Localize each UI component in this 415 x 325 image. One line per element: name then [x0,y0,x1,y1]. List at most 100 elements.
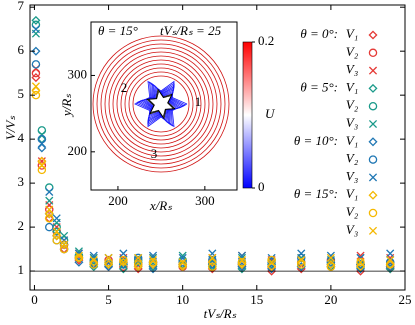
legend-label: V₁ [346,79,358,94]
inset-title: θ = 15° [98,23,138,38]
data-point [119,255,128,265]
data-point [386,249,395,258]
y-tick-label: 6 [18,42,25,57]
data-point [296,262,306,272]
x-tick-label: 5 [105,292,112,307]
data-point [297,256,306,265]
data-point [356,258,365,267]
contour-line [144,87,177,121]
y-tick-label: 5 [18,86,25,101]
data-point [37,161,46,170]
data-point [59,240,69,250]
contour-ring [132,75,190,133]
legend-group-label: θ = 0°: [300,26,338,41]
legend-label: V₂ [346,151,359,166]
data-point [237,258,247,267]
contour-line [147,89,174,119]
legend-marker [368,155,378,164]
data-point [45,214,54,223]
legend-marker [368,190,378,200]
legend-label: V₃ [346,222,358,237]
data-point [52,214,61,223]
legend-marker [368,101,378,111]
data-point [31,60,41,69]
contour-ring [120,63,202,145]
contour-line [146,88,176,120]
data-point [356,251,365,260]
legend-label: V₁ [346,186,358,201]
contour-ring [108,51,214,157]
data-point [267,255,276,265]
x-axis-label: tVₛ/Rₛ [204,306,237,321]
data-point [326,253,335,262]
data-point [326,262,336,271]
legend-marker [368,66,378,75]
contour-line [135,81,186,127]
data-point [134,253,143,262]
data-point [119,258,128,267]
legend-group-label: θ = 10°: [294,133,338,148]
data-point [104,253,113,262]
y-tick-label: 7 [18,0,25,13]
legend-label: V₂ [346,97,359,112]
colorbar [242,41,253,189]
legend-marker [368,137,378,147]
inset-annotation: 3 [151,146,158,161]
contour-line [141,85,180,123]
inset: θ = 15° tVₛ/Rₛ = 25 x/Rₛ y/Rₛ U 1 2 3 200 30… [59,21,276,213]
legend-label: V₂ [346,44,359,59]
y-tick-label: 1 [18,262,25,277]
contour-ring [124,67,198,141]
legend-label: V₃ [346,62,358,77]
x-tick-label: 25 [399,292,412,307]
contour-line [136,82,185,126]
contour-line [139,83,182,125]
data-point [237,256,247,265]
data-point [326,251,335,260]
legend-group-label: θ = 15°: [294,186,338,201]
data-point [178,260,187,269]
data-point [37,139,46,148]
data-point [133,260,143,269]
inset-x-tick-label: 300 [195,193,215,208]
data-point [104,259,114,270]
data-point [386,256,395,265]
colorbar-tick-label: 0 [258,179,265,194]
data-point [45,205,54,214]
inset-subtitle: tVₛ/Rₛ = 25 [160,23,222,38]
data-point [208,253,217,262]
contour-ring [128,71,194,137]
data-point [31,46,41,56]
data-point [31,25,40,34]
legend-marker [368,30,378,40]
inset-annotation: 1 [195,94,202,109]
legend-marker [368,48,378,58]
data-point [31,82,40,91]
x-tick-label: 0 [31,292,38,307]
contour-line [142,86,179,122]
x-tick-label: 10 [176,292,189,307]
data-point [118,257,128,267]
y-tick-label: 3 [18,174,25,189]
data-point [119,249,128,258]
data-point [52,236,61,245]
data-point [148,258,158,267]
data-point [74,253,84,263]
data-point [148,256,158,265]
legend-marker [368,173,378,182]
data-point [178,251,187,260]
inset-y-tick-label: 300 [68,66,88,81]
contour-line [134,80,188,128]
data-point [267,258,276,267]
data-point [74,251,83,260]
x-tick-label: 20 [324,292,337,307]
data-point [178,258,187,267]
legend-label: V₂ [346,204,359,219]
y-axis-label: V/Vₛ [3,116,18,140]
contour-ring [96,39,226,169]
legend-marker [368,119,378,129]
data-point [60,240,69,249]
legend-label: V₃ [346,115,358,130]
data-point [45,222,54,232]
